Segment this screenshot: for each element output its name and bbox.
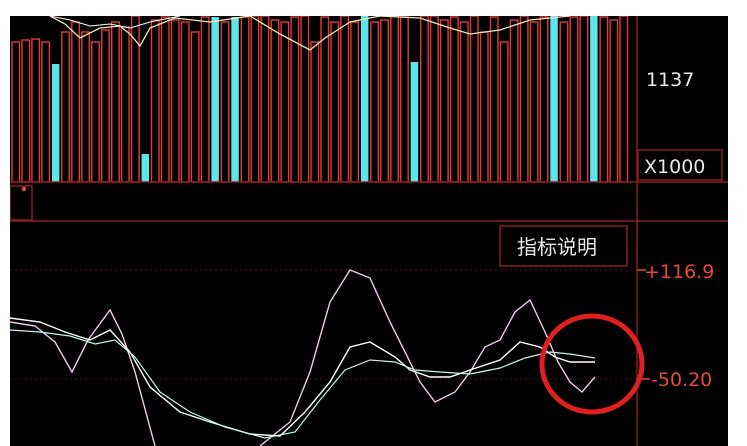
volume-bar-up [270,19,280,183]
volume-bar-up [599,16,609,183]
indicator-line-white [10,317,595,437]
volume-bar-down [51,64,60,182]
indicator-help-button[interactable]: 指标说明 [499,225,628,267]
volume-bars [11,16,629,183]
volume-bar-up [429,16,439,183]
volume-bar-down [360,16,369,182]
volume-bar-up [489,16,499,183]
volume-bar-up [320,16,330,183]
volume-bar-up [509,19,519,183]
volume-bar-up [31,38,41,183]
volume-bar-down [141,154,150,182]
volume-bar-up [160,16,170,183]
volume-bar-up [61,31,70,183]
volume-bar-up [170,19,180,183]
volume-bar-up [340,16,350,183]
volume-bar-up [420,16,429,183]
indicator-axis-top-value: +116.9 [644,261,714,283]
volume-bar-up [469,16,479,183]
volume-bar-up [260,16,270,183]
volume-bar-up [120,26,130,183]
volume-bar-down [550,16,558,182]
volume-bar-up [609,19,619,183]
highlight-circle [539,313,645,415]
indicator-axis-mid-value: -50.20 [651,369,712,391]
indicator-line-pink [10,308,156,446]
indicator-help-label: 指标说明 [517,235,597,259]
volume-bar-up [370,21,379,183]
volume-bar-up [71,21,80,183]
panel-header-strip [10,184,728,222]
volume-bar-up [200,16,210,183]
volume-bar-up [180,21,190,183]
volume-bar-up [300,16,310,183]
volume-bar-down [410,62,419,182]
volume-bar-up [100,29,110,183]
left-border [0,16,10,446]
volume-bar-up [110,21,120,183]
volume-bar-up [280,21,290,183]
volume-bar-up [90,41,100,183]
volume-bar-up [569,16,579,183]
volume-ma-line-2 [49,16,181,29]
unit-label-box [637,149,723,181]
volume-bar-up [459,21,469,183]
volume-bar-down [211,17,219,182]
volume-bar-down [590,16,598,182]
volume-bar-up [539,16,549,183]
indicator-line-cyan [10,329,596,439]
volume-bar-up [529,21,539,183]
volume-bar-up [479,31,489,183]
volume-bar-up [250,16,260,183]
volume-bar-up [499,41,509,183]
volume-bar-up [559,21,569,183]
volume-bar-up [41,41,51,183]
volume-bar-up [150,19,160,183]
volume-bar-up [390,16,399,183]
volume-bar-up [240,16,250,183]
right-border [728,0,747,446]
volume-bar-up [220,21,230,183]
volume-bar-up [439,19,449,183]
volume-bar-up [400,16,409,183]
volume-bar-up [11,41,21,183]
top-border [0,0,747,16]
indicator-panel[interactable]: 指标说明 +116.9 -50.20 [10,222,728,446]
volume-bar-up [579,16,589,183]
volume-bar-up [21,39,31,183]
volume-bar-up [81,31,91,183]
volume-bar-up [350,21,360,183]
volume-bar-up [619,16,629,183]
volume-unit-label: X1000 [644,156,705,178]
indicator-selector-box[interactable] [10,185,33,221]
volume-bar-up [380,19,389,183]
volume-bar-down [231,17,239,182]
volume-bar-up [330,21,340,183]
volume-bar-up [190,31,200,183]
volume-axis-value: 1137 [646,69,694,91]
volume-bar-up [449,16,459,183]
volume-panel[interactable]: 1137 X1000 [10,16,728,184]
volume-bar-up [519,16,529,183]
indicator-selector-dot [21,186,27,192]
volume-bar-up [310,41,320,183]
volume-ma-line [49,16,571,51]
